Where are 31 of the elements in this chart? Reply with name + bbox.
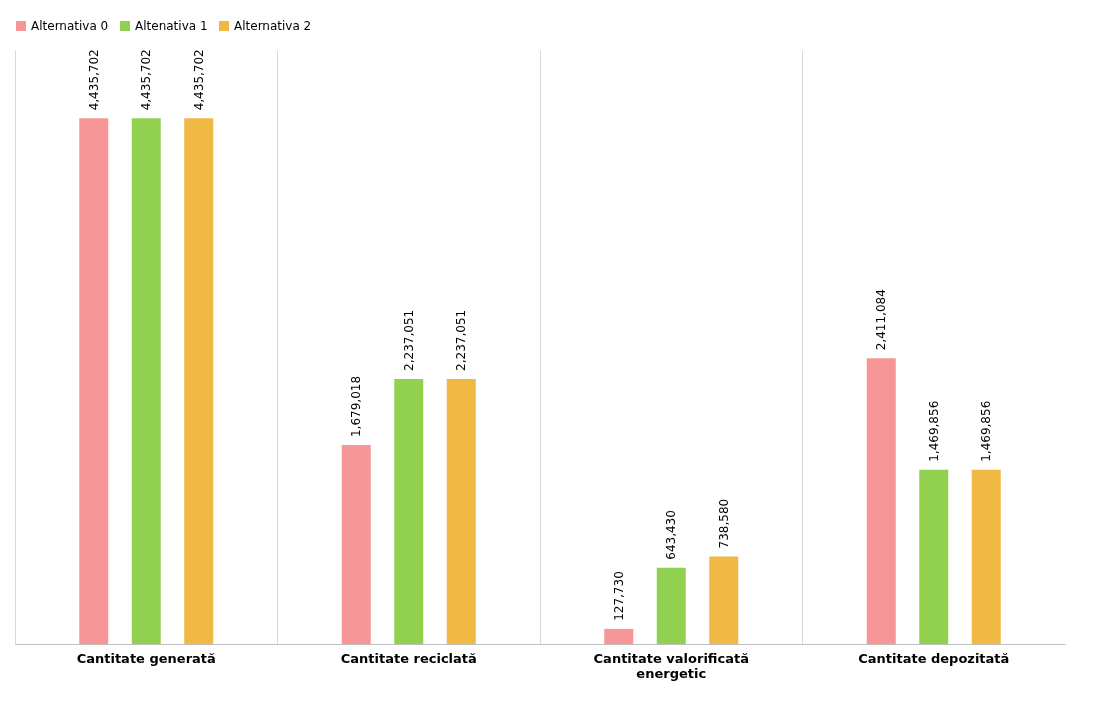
- data-label: 127,730: [611, 571, 626, 621]
- data-label: 2,237,051: [401, 309, 416, 371]
- data-label: 1,469,856: [926, 400, 941, 462]
- bar: [866, 358, 896, 644]
- bar: [604, 628, 634, 644]
- x-tick-label: Cantitate generată: [76, 650, 216, 666]
- legend-label: Alternativa 0: [31, 19, 109, 33]
- bar: [656, 567, 686, 644]
- x-tick-label: Cantitate reciclată: [340, 650, 477, 666]
- data-label: 1,679,018: [349, 375, 364, 438]
- bar: [131, 118, 161, 644]
- data-label: 1,469,856: [979, 400, 994, 462]
- bar: [971, 469, 1001, 644]
- bar: [341, 445, 371, 644]
- bar: [446, 378, 476, 644]
- bar: [394, 378, 424, 644]
- x-tick-label: Cantitate valorificată energetic: [593, 650, 749, 681]
- data-label: 4,435,702: [86, 49, 101, 111]
- data-label: 4,435,702: [139, 49, 154, 111]
- x-tick-label: Cantitate depozitată: [858, 650, 1010, 666]
- bar: [709, 556, 739, 644]
- data-label: 643,430: [664, 510, 679, 560]
- legend-label: Altenativa 1: [135, 19, 208, 33]
- bar: [79, 118, 109, 644]
- legend-label: Alternativa 2: [234, 19, 312, 33]
- data-label: 2,411,084: [874, 289, 889, 351]
- data-label: 4,435,702: [191, 49, 206, 111]
- data-label: 2,237,051: [454, 309, 469, 371]
- bar: [184, 118, 214, 644]
- data-label: 738,580: [716, 498, 731, 549]
- bar: [919, 469, 949, 644]
